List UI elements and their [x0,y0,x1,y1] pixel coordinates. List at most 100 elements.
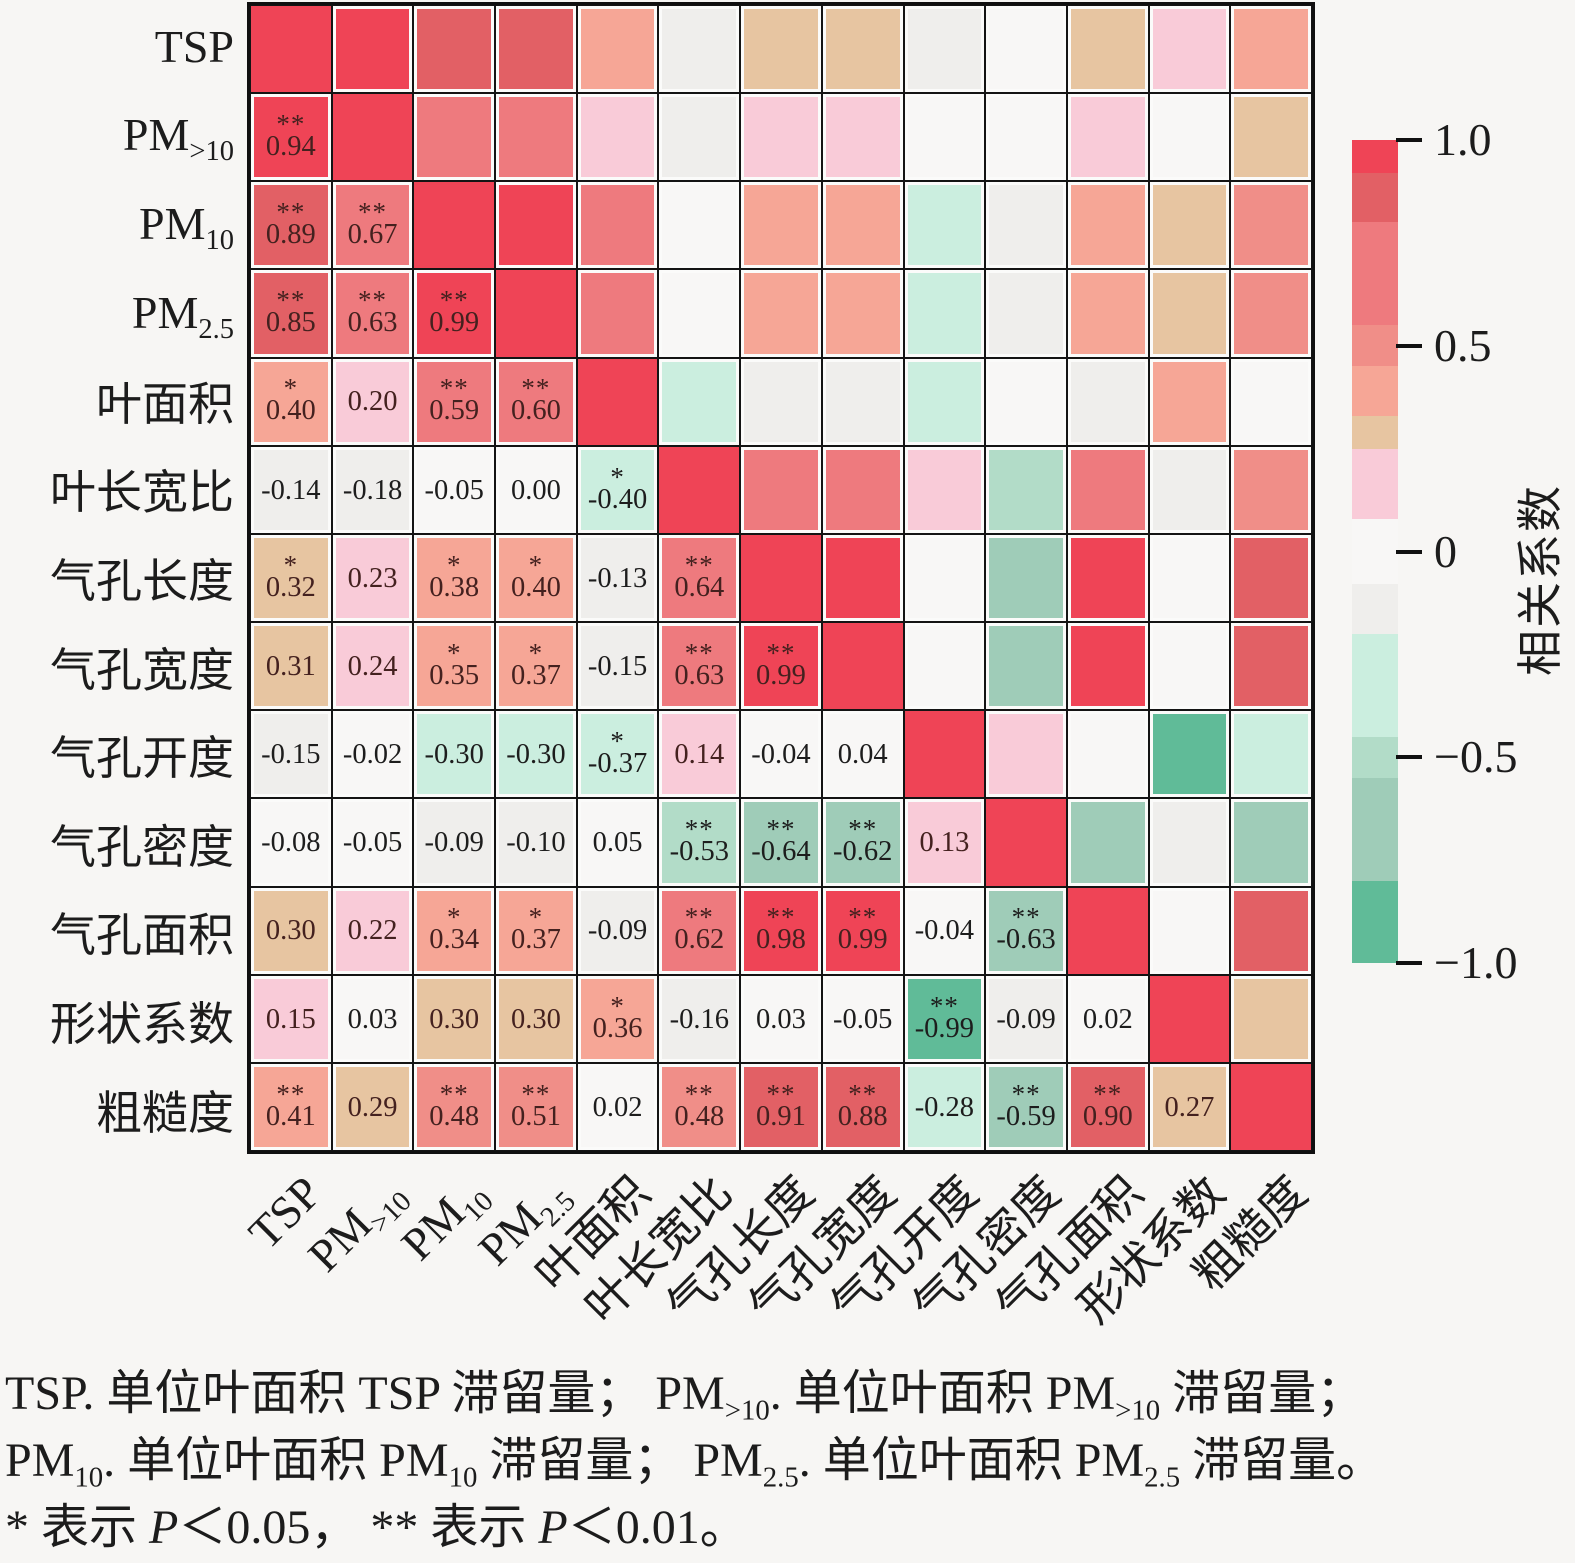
matrix-cell [495,269,577,358]
correlation-swatch [1070,361,1145,442]
matrix-cell: -0.04 [740,710,822,799]
correlation-swatch [907,185,982,266]
matrix-cell: * 0.32 [250,533,332,623]
correlation-swatch [254,185,328,266]
correlation-swatch [499,1066,573,1147]
correlation-swatch [825,978,900,1059]
correlation-swatch [417,626,492,707]
significance-stars: ** [684,549,714,580]
correlation-number: 0.04 [837,739,888,771]
matrix-cell [495,93,577,182]
correlation-swatch [1070,185,1145,266]
correlation-value: -0.09 [414,799,494,885]
correlation-swatch [499,802,573,883]
correlation-swatch [825,714,900,795]
correlation-value: 0.02 [1068,976,1148,1062]
correlation-value: * 0.34 [414,888,494,974]
colorbar-tick-label: 0 [1434,525,1457,577]
matrix-cell [1230,974,1312,1063]
correlation-number: 0.27 [1164,1091,1215,1123]
correlation-swatch [1070,626,1145,707]
colorbar-segment [1352,222,1398,326]
correlation-number: -0.30 [506,739,566,771]
y-axis-label: PM2.5 [0,268,238,357]
matrix-cell [1230,357,1312,446]
caption-text: ＜0.01。 [567,1501,748,1554]
y-axis-label-text: 气孔密度 [50,821,234,873]
correlation-value: 0.04 [823,711,903,797]
correlation-swatch [580,9,655,90]
colorbar-segment [1352,880,1398,963]
y-axis-label-text: 形状系数 [50,999,234,1051]
matrix-cell: ** 0.64 [658,533,741,623]
colorbar-segment [1352,736,1398,778]
correlation-swatch [662,714,737,795]
matrix-cell [576,181,659,270]
matrix-cell [576,357,659,446]
correlation-value: -0.05 [823,976,903,1062]
matrix-cell [576,93,659,182]
correlation-swatch [825,97,900,178]
matrix-cell [985,533,1067,623]
correlation-swatch [1152,1066,1227,1147]
correlation-value: * 0.40 [496,535,576,621]
x-axis-label-text: PM10 [391,1185,501,1270]
caption-subscript: >10 [1115,1394,1161,1427]
matrix-cell: -0.14 [250,445,332,534]
matrix-cell: ** 0.90 [1066,1062,1149,1151]
correlation-number: -0.15 [587,650,648,682]
correlation-value: 0.30 [496,976,576,1062]
correlation-value: ** 0.98 [741,888,821,974]
correlation-number: -0.09 [424,827,484,859]
correlation-number: -0.18 [342,474,403,506]
correlation-swatch [1070,9,1145,90]
correlation-swatch [825,9,900,90]
correlation-value: 0.23 [333,535,413,621]
significance-stars: ** [358,285,388,316]
matrix-cell [1066,181,1149,270]
correlation-number: -0.37 [587,748,648,780]
correlation-number: -0.40 [587,483,648,515]
y-axis-label: 粗糙度 [0,1065,238,1154]
correlation-swatch [580,273,655,354]
matrix-cell [1148,533,1231,623]
correlation-swatch [417,890,492,971]
correlation-value: ** 0.89 [251,182,331,268]
correlation-value: -0.10 [496,799,576,885]
correlation-swatch [417,1066,492,1147]
correlation-swatch [662,978,737,1059]
correlation-swatch [417,802,492,883]
correlation-swatch [1070,714,1145,795]
correlation-number: -0.05 [424,474,484,506]
caption-subscript: 10 [448,1461,478,1494]
correlation-value: * 0.37 [496,623,576,709]
correlation-number: 0.63 [674,659,725,691]
correlation-number: 0.36 [592,1012,643,1044]
matrix-cell [1066,357,1149,446]
correlation-swatch [1070,978,1145,1059]
matrix-cell: -0.05 [821,974,904,1063]
matrix-cell: ** 0.67 [331,181,414,270]
x-axis-label-text: PM>10 [298,1185,418,1282]
matrix-cell: 0.00 [495,445,577,534]
correlation-number: 0.23 [347,562,398,594]
correlation-number: -0.28 [914,1091,975,1123]
correlation-swatch [1234,626,1308,707]
colorbar-tick-label: 1.0 [1434,114,1492,165]
matrix-cell [658,357,741,446]
correlation-number: 0.03 [756,1003,806,1035]
correlation-swatch [499,449,573,530]
matrix-cell: -0.16 [658,974,741,1063]
matrix-cell: ** 0.88 [821,1062,904,1151]
correlation-swatch [580,449,655,530]
correlation-swatch [254,802,328,883]
correlation-value: -0.02 [333,711,413,797]
diagonal-swatch [1149,975,1230,1062]
correlation-value: -0.04 [905,888,985,974]
correlation-swatch [989,537,1063,619]
matrix-cell: ** 0.91 [740,1062,822,1151]
correlation-value: -0.05 [414,447,494,533]
matrix-cell [495,181,577,270]
y-axis-label-text: 气孔开度 [50,733,234,785]
correlation-swatch [1152,449,1227,530]
